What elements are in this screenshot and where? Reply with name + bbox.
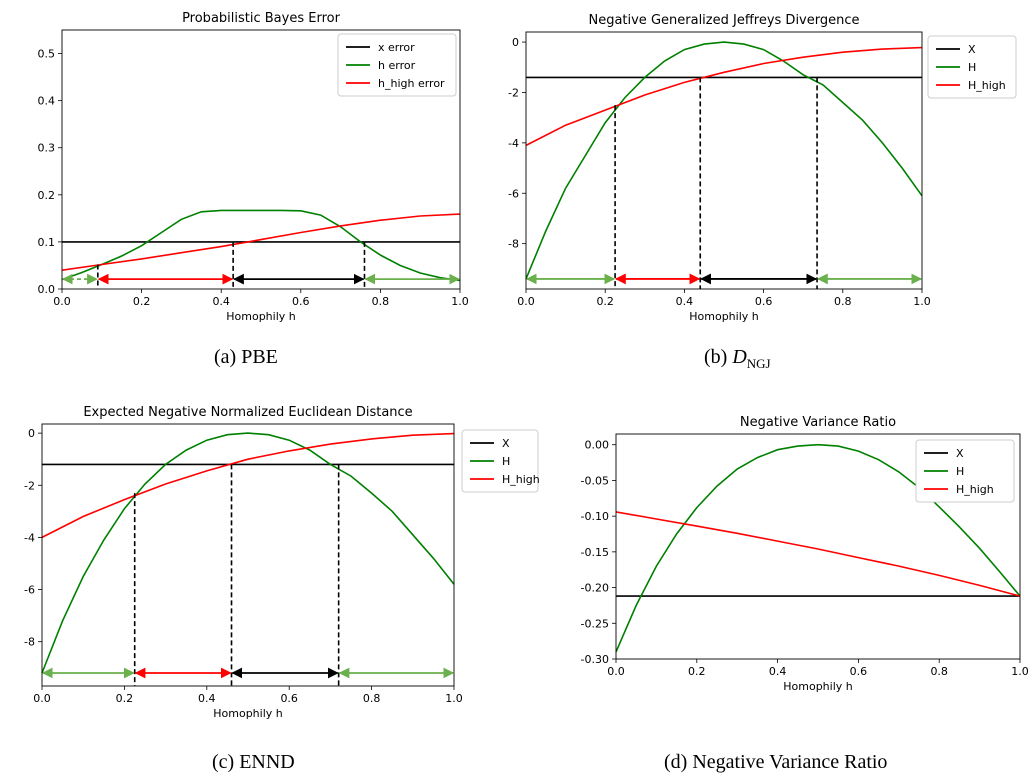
chart-panel-d: Negative Variance Ratio 0.0 0.2 0.4 0.6 0.8 1.…: [546, 404, 1029, 738]
series-line-h-high: [615, 511, 1021, 597]
x-axis-label: Homophily h: [689, 310, 759, 323]
x-tick-label: 0.4: [212, 295, 230, 308]
y-tick-label: -6: [508, 187, 519, 200]
x-tick-label: 0.2: [596, 295, 614, 308]
y-tick-label: -2: [508, 86, 519, 99]
series-line-h-high: [41, 432, 455, 539]
x-tick-label: 0.2: [116, 692, 134, 705]
chart-svg-ennd: Expected Negative Normalized Euclidean D…: [24, 405, 540, 720]
series-line-h-high: [525, 46, 923, 147]
y-tick-label: -0.25: [581, 617, 609, 630]
legend: XH H_high: [927, 35, 1017, 99]
y-tick-label: -0.10: [581, 510, 609, 523]
x-tick-label: 1.0: [451, 295, 469, 308]
chart-svg-ngj: Negative Generalized Jeffreys Divergence…: [508, 13, 1017, 323]
x-tick-label: 0.4: [676, 295, 694, 308]
y-tick-label: 0.2: [38, 189, 56, 202]
series-line-h: [41, 432, 455, 674]
y-tick-label: -4: [24, 531, 35, 544]
x-tick-label: 0.8: [363, 692, 381, 705]
chart-title: Expected Negative Normalized Euclidean D…: [83, 405, 412, 420]
x-tick-label: 0.4: [198, 692, 216, 705]
x-tick-label: 0.0: [53, 295, 71, 308]
plot-frame: [615, 433, 1021, 660]
chart-panel-a: Probabilistic Bayes Error 0.0 0.2 0.4 0.6 0.8…: [8, 0, 488, 336]
y-tick-label: 0.4: [38, 95, 56, 108]
plot-frame: [41, 423, 455, 687]
legend-box: [461, 429, 539, 493]
chart-title: Negative Variance Ratio: [740, 415, 896, 430]
y-tick-label: 0.1: [38, 236, 56, 249]
y-tick-label: 0: [28, 427, 35, 440]
x-tick-label: 0.6: [292, 295, 310, 308]
chart-svg-pbe: Probabilistic Bayes Error 0.0 0.2 0.4 0.6 0.8…: [38, 11, 469, 323]
x-tick-label: 0.8: [372, 295, 390, 308]
x-tick-label: 0.0: [607, 665, 625, 678]
y-tick-label: -8: [24, 636, 35, 649]
x-tick-label: 0.2: [133, 295, 151, 308]
y-tick-label: -4: [508, 137, 519, 150]
y-tick-label: 0.0: [38, 283, 56, 296]
x-tick-label: 0.4: [769, 665, 787, 678]
x-axis-label: Homophily h: [226, 310, 296, 323]
legend-label: X: [956, 447, 964, 460]
y-tick-label: -2: [24, 479, 35, 492]
legend-label: H: [956, 465, 964, 478]
x-tick-label: 1.0: [1011, 665, 1028, 678]
x-tick-label: 0.0: [33, 692, 51, 705]
series-line-h-high-error: [61, 213, 461, 271]
caption-b: (b) DNGJ: [704, 346, 771, 371]
legend-label: x error: [378, 41, 415, 54]
x-tick-label: 0.2: [688, 665, 706, 678]
legend-label: h error: [378, 59, 416, 72]
caption-a: (a) PBE: [214, 346, 278, 368]
series-line-h: [615, 443, 1021, 653]
y-tick-label: 0.5: [38, 48, 56, 61]
legend: x error h error h_high error: [337, 33, 457, 97]
chart-panel-c: Expected Negative Normalized Euclidean D…: [0, 396, 540, 738]
legend-box: [915, 439, 1015, 503]
legend-label: H_high: [502, 473, 540, 486]
legend-label: H: [502, 455, 510, 468]
caption-d: (d) Negative Variance Ratio: [664, 751, 888, 773]
x-tick-label: 0.8: [834, 295, 852, 308]
legend-label: H: [968, 61, 976, 74]
chart-title: Negative Generalized Jeffreys Divergence: [588, 13, 859, 28]
x-tick-label: 0.6: [850, 665, 868, 678]
x-tick-label: 1.0: [445, 692, 463, 705]
y-tick-label: -0.20: [581, 582, 609, 595]
x-tick-label: 0.0: [517, 295, 535, 308]
x-axis-label: Homophily h: [213, 707, 283, 720]
y-tick-label: 0.00: [585, 439, 610, 452]
legend-label: X: [968, 43, 976, 56]
x-tick-label: 1.0: [913, 295, 931, 308]
series-line-h-error: [61, 209, 461, 282]
legend-label: X: [502, 437, 510, 450]
legend-box: [337, 33, 457, 97]
chart-title: Probabilistic Bayes Error: [182, 11, 341, 26]
x-tick-label: 0.8: [930, 665, 948, 678]
y-tick-label: -8: [508, 238, 519, 251]
plot-frame: [525, 31, 923, 290]
y-tick-label: 0: [512, 36, 519, 49]
y-tick-label: -6: [24, 584, 35, 597]
x-tick-label: 0.6: [280, 692, 298, 705]
legend-label: h_high error: [378, 77, 445, 90]
x-axis-label: Homophily h: [783, 680, 853, 693]
y-tick-label: -0.15: [581, 546, 609, 559]
y-tick-label: -0.05: [581, 474, 609, 487]
y-tick-label: -0.30: [581, 653, 609, 666]
caption-c: (c) ENND: [212, 751, 295, 773]
legend: XH H_high: [461, 429, 540, 493]
legend-box: [927, 35, 1017, 99]
chart-panel-b: Negative Generalized Jeffreys Divergence…: [494, 0, 1020, 336]
legend-label: H_high: [956, 483, 994, 496]
series-line-h: [525, 41, 923, 280]
legend-label: H_high: [968, 79, 1006, 92]
x-tick-label: 0.6: [755, 295, 773, 308]
plot-frame: [61, 29, 461, 290]
legend: XH H_high: [915, 439, 1015, 503]
y-tick-label: 0.3: [38, 142, 56, 155]
chart-svg-nvr: Negative Variance Ratio 0.0 0.2 0.4 0.6 0.8 1.…: [581, 415, 1029, 693]
